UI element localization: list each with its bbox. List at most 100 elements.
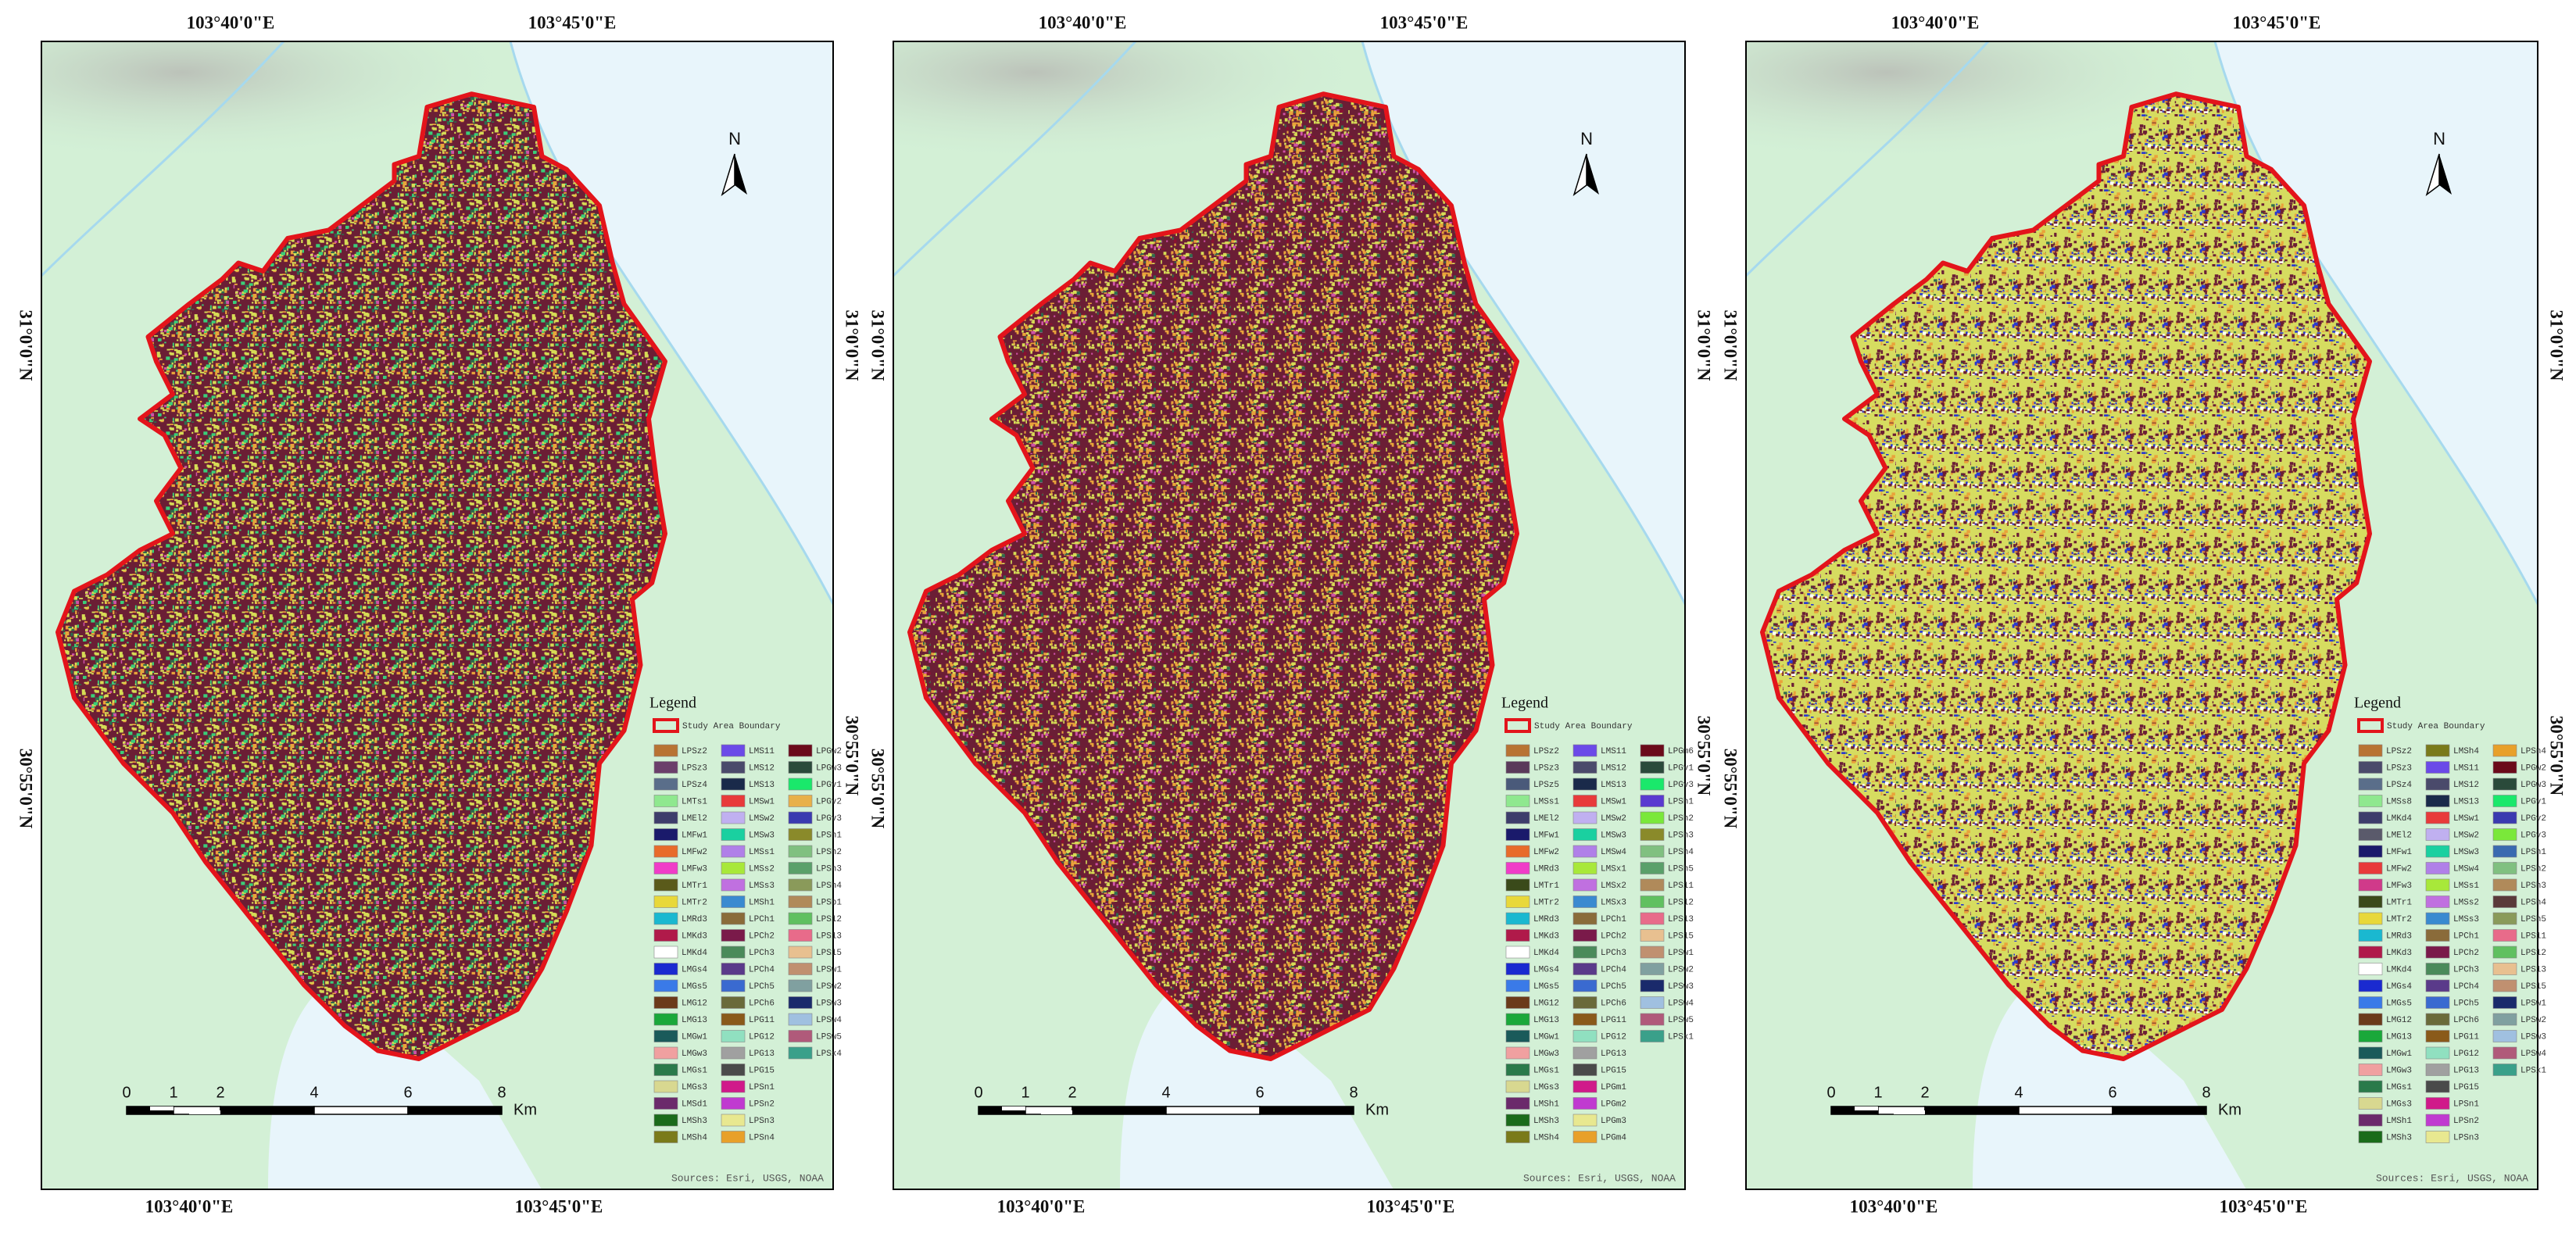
- scale-label: 1: [1021, 1084, 1029, 1101]
- river-line: [893, 41, 1137, 277]
- legend-swatch: [2425, 761, 2450, 774]
- legend-swatch: [721, 1131, 746, 1143]
- legend-swatch: [721, 845, 746, 858]
- legend-label: LMSw2: [1601, 814, 1626, 824]
- scale-label: 0: [974, 1084, 982, 1101]
- legend-swatch: [653, 912, 678, 925]
- legend-swatch: [2358, 795, 2383, 807]
- legend-swatch: [2425, 946, 2450, 959]
- boundary-swatch: [653, 718, 679, 733]
- legend-label: LPGv3: [2521, 831, 2546, 840]
- legend-swatch: [653, 845, 678, 858]
- legend-label: LMG13: [1533, 1016, 1559, 1025]
- legend-swatch: [1640, 1030, 1665, 1042]
- legend-label: LMSs1: [1533, 797, 1559, 806]
- map-panel: N 103°40'0"E 103°45'0"E 103°40'0"E 103°45'0"…: [868, 13, 1714, 1216]
- legend-swatch: [721, 862, 746, 874]
- legend-label: LMTr1: [2386, 898, 2412, 907]
- legend-swatch: [2358, 845, 2383, 858]
- legend-swatch: [2492, 1013, 2517, 1026]
- legend-swatch: [1572, 1080, 1597, 1093]
- legend-swatch: [2425, 929, 2450, 942]
- legend-label: LPSn1: [2453, 1099, 2479, 1109]
- legend-label: LMGs3: [1533, 1083, 1559, 1092]
- legend-label: LPCh3: [2453, 965, 2479, 974]
- legend-label: LMSw4: [1601, 848, 1626, 857]
- boundary-label: Study Area Boundary: [2387, 722, 2485, 731]
- legend-label: LMEl2: [682, 814, 707, 824]
- legend-label: LPS15: [816, 949, 842, 958]
- legend-label: LMTr2: [2386, 915, 2412, 924]
- legend-label: LMSs2: [749, 864, 775, 874]
- legend-label: LMSh3: [2386, 1133, 2412, 1142]
- legend-label: LMS11: [2453, 763, 2479, 773]
- legend-swatch: [653, 1114, 678, 1127]
- legend-label: LMS12: [1601, 763, 1626, 773]
- legend-swatch: [2425, 1131, 2450, 1143]
- legend-swatch: [2358, 1030, 2383, 1042]
- legend-label: LPSw3: [816, 999, 842, 1008]
- legend-label: LPGm4: [1601, 1133, 1626, 1142]
- legend-swatch: [1640, 896, 1665, 908]
- legend-label: LMTs1: [682, 797, 707, 806]
- scale-segment: [1924, 1106, 2020, 1115]
- legend-label: LPSh4: [816, 881, 842, 891]
- legend-swatch: [1505, 1064, 1530, 1076]
- legend-label: LPGw2: [816, 747, 842, 756]
- legend-label: LPGv1: [816, 781, 842, 790]
- legend-label: LPG11: [1601, 1016, 1626, 1025]
- legend-label: LPS11: [1668, 881, 1694, 891]
- legend-swatch: [1572, 1097, 1597, 1110]
- legend-label: LPS12: [1668, 898, 1694, 907]
- legend-swatch: [788, 778, 813, 791]
- legend-label: LMSs3: [2453, 915, 2479, 924]
- legend-swatch: [2492, 1030, 2517, 1042]
- legend-label: LPSz3: [2386, 763, 2412, 773]
- legend-swatch: [721, 1046, 746, 1060]
- legend-label: LPGm2: [1601, 1099, 1626, 1109]
- legend-swatch: [788, 1046, 813, 1060]
- legend-swatch: [2492, 946, 2517, 959]
- map-panel: N 103°40'0"E 103°45'0"E 103°40'0"E 103°45'0"…: [1721, 13, 2567, 1216]
- scale-unit: Km: [2218, 1101, 2241, 1118]
- north-label: N: [728, 129, 741, 148]
- legend-swatch: [2425, 795, 2450, 807]
- legend-swatch: [1572, 946, 1597, 959]
- legend-label: LPSw4: [816, 1016, 842, 1025]
- legend-swatch: [2492, 811, 2517, 824]
- legend-label: LPSh5: [2521, 915, 2546, 924]
- legend-swatch: [653, 929, 678, 942]
- legend-swatch: [2358, 1097, 2383, 1110]
- legend-label: LPSh3: [816, 864, 842, 874]
- legend-label: LPG11: [2453, 1032, 2479, 1042]
- legend-swatch: [653, 896, 678, 908]
- legend-swatch: [2492, 828, 2517, 841]
- legend-swatch: [1505, 1097, 1530, 1110]
- boundary-label: Study Area Boundary: [682, 722, 781, 731]
- legend-swatch: [653, 828, 678, 841]
- legend-swatch: [1572, 862, 1597, 874]
- legend-label: LPCh3: [749, 949, 775, 958]
- legend-label: LMTr1: [682, 881, 707, 891]
- legend-label: LMSh1: [2386, 1117, 2412, 1126]
- legend-label: LPCh1: [2453, 931, 2479, 941]
- legend-label: LMEl2: [2386, 831, 2412, 840]
- legend-swatch: [2425, 878, 2450, 892]
- source-credit: Sources: Esri, USGS, NOAA: [1523, 1172, 1676, 1184]
- legend-swatch: [1572, 761, 1597, 774]
- legend-label: LMGs5: [2386, 999, 2412, 1008]
- legend-swatch: [1640, 912, 1665, 925]
- legend-swatch: [653, 1131, 678, 1143]
- legend-label: LMFw1: [1533, 831, 1559, 840]
- legend-swatch: [1505, 979, 1530, 992]
- north-label: N: [2433, 129, 2445, 148]
- legend-swatch: [1505, 1030, 1530, 1042]
- north-arrow-right: [2439, 154, 2452, 195]
- legend-swatch: [2492, 979, 2517, 992]
- scale-subsegment: [1041, 1110, 1072, 1114]
- legend-swatch: [2358, 946, 2383, 959]
- left-coord-label: 31°0'0"N: [1721, 310, 1741, 381]
- legend-swatch: [2425, 963, 2450, 975]
- legend-swatch: [2425, 1080, 2450, 1093]
